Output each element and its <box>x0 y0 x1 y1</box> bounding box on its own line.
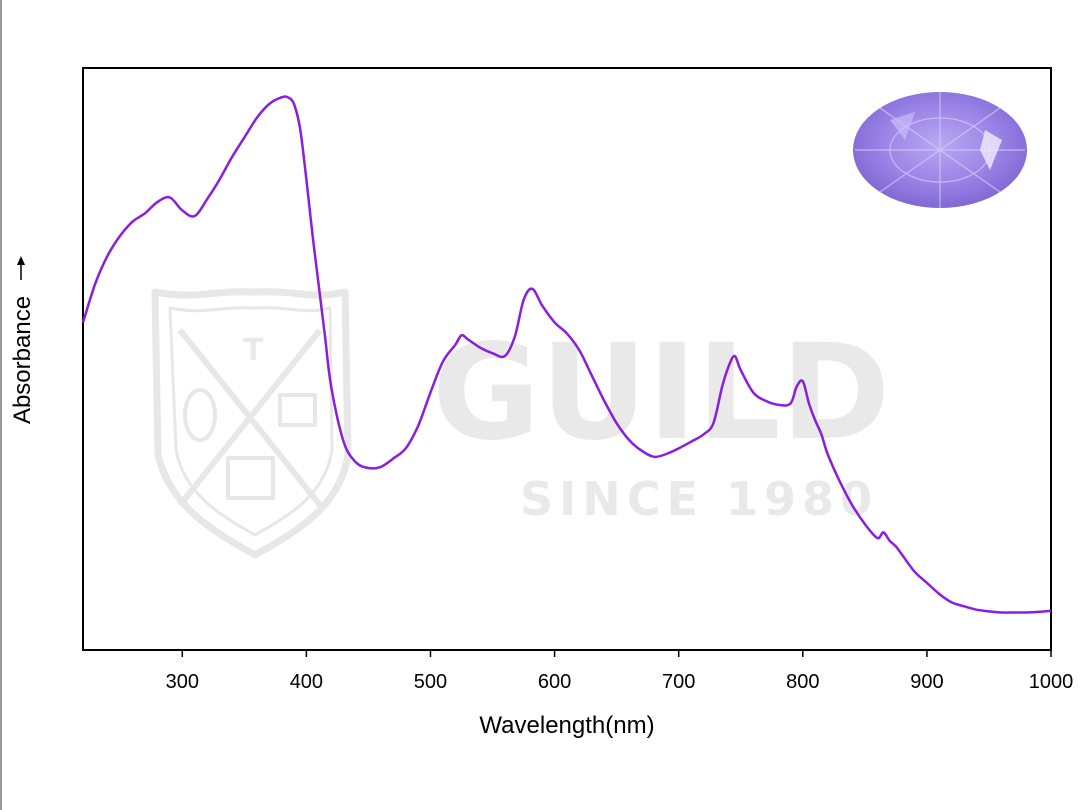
x-tick-label: 800 <box>786 671 819 693</box>
crest-letter: T <box>243 333 264 368</box>
oval-faceted-gem-icon <box>853 92 1027 208</box>
y-axis-title: Absorbance <box>9 296 36 424</box>
x-tick-label: 900 <box>910 671 943 693</box>
x-axis-ticks: 300 400 500 600 700 800 900 1000 <box>166 650 1074 693</box>
x-tick-label: 700 <box>662 671 695 693</box>
plot-frame <box>82 67 1052 651</box>
left-edge-rule <box>0 0 2 810</box>
watermark-since: SINCE 1980 <box>520 472 878 526</box>
x-tick-label: 1000 <box>1029 671 1074 693</box>
x-tick-label: 600 <box>538 671 571 693</box>
x-tick-label: 300 <box>166 671 199 693</box>
y-axis-arrow-icon <box>17 256 25 265</box>
crest-shield-icon: T <box>151 288 352 559</box>
x-tick-label: 400 <box>290 671 323 693</box>
absorbance-line <box>81 95 1052 614</box>
x-tick-label: 500 <box>414 671 447 693</box>
x-axis-title: Wavelength(nm) <box>479 712 654 739</box>
y-axis-title-group: Absorbance <box>9 256 36 424</box>
guild-watermark: T GUILD SINCE 1980 <box>151 288 890 559</box>
watermark-brand: GUILD <box>432 316 890 470</box>
